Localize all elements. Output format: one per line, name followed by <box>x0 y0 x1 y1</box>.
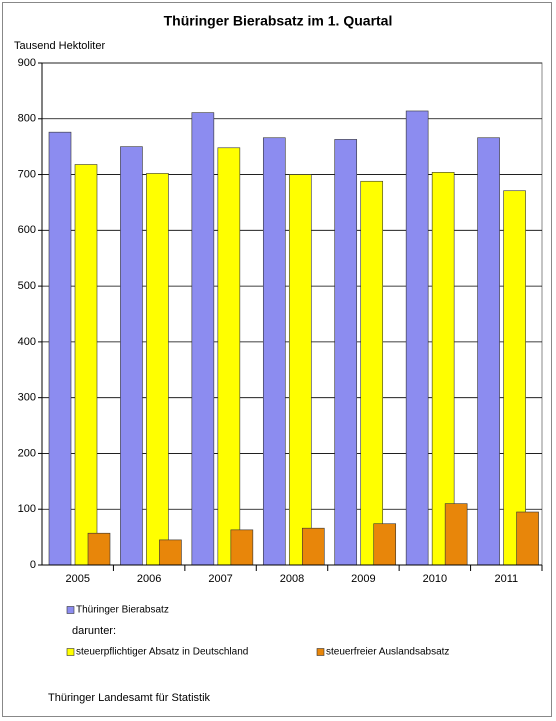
x-tick-label: 2007 <box>208 573 232 585</box>
x-tick-label: 2005 <box>65 573 89 585</box>
bar <box>87 532 111 566</box>
y-tick-label: 500 <box>18 280 36 292</box>
bar <box>217 147 241 566</box>
x-tick-label: 2006 <box>137 573 161 585</box>
bar <box>373 523 397 566</box>
y-tick-label: 300 <box>18 392 36 404</box>
bar <box>503 190 526 566</box>
y-tick-label: 600 <box>18 224 36 236</box>
bar <box>48 131 72 566</box>
bar <box>334 139 358 566</box>
x-tick-label: 2010 <box>423 573 447 585</box>
y-tick-label: 400 <box>18 336 36 348</box>
y-tick-label: 0 <box>30 559 36 571</box>
bar <box>360 180 384 566</box>
legend-swatch <box>66 648 75 656</box>
bar <box>146 173 169 566</box>
y-axis-label: Tausend Hektoliter <box>14 40 105 52</box>
legend-label: Thüringer Bierabsatz <box>76 605 169 616</box>
y-tick-label: 200 <box>18 447 36 459</box>
legend-label: steuerpflichtiger Absatz in Deutschland <box>76 647 248 658</box>
bar <box>120 146 143 566</box>
legend-swatch <box>316 648 325 656</box>
bar <box>444 503 468 566</box>
chart-title: Thüringer Bierabsatz im 1. Quartal <box>164 13 393 29</box>
y-tick-label: 900 <box>18 57 36 69</box>
legend-swatch <box>66 606 75 614</box>
bar <box>191 112 215 566</box>
bar <box>477 137 500 566</box>
legend-note: darunter: <box>72 625 116 637</box>
x-tick-label: 2011 <box>494 573 518 585</box>
bar <box>74 164 98 566</box>
bar <box>159 539 182 566</box>
x-tick-label: 2009 <box>351 573 375 585</box>
bar <box>230 529 254 566</box>
bar <box>516 511 539 566</box>
source: Thüringer Landesamt für Statistik <box>48 692 211 704</box>
bar <box>301 527 325 566</box>
y-tick-label: 700 <box>18 168 36 180</box>
bar <box>405 110 429 566</box>
y-tick-label: 100 <box>18 503 36 515</box>
legend-label: steuerfreier Auslandsabsatz <box>326 647 449 658</box>
x-tick-label: 2008 <box>280 573 304 585</box>
y-tick-label: 800 <box>18 113 36 125</box>
bar <box>288 174 312 566</box>
bar <box>262 137 286 566</box>
